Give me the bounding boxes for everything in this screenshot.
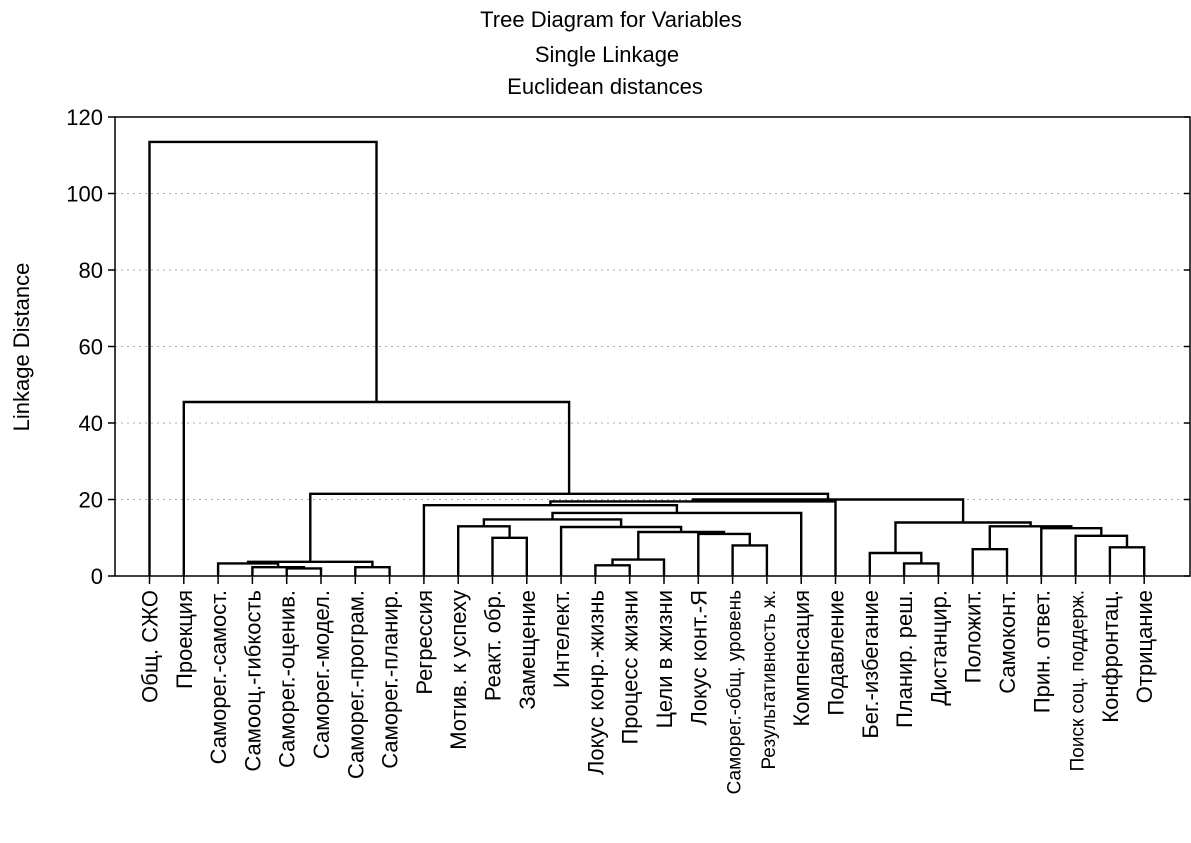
branch-link [354,566,391,576]
x-leaf-label: Замещение [515,590,540,710]
chart-title: Tree Diagram for Variables [480,7,742,32]
x-leaf-label: Саморег.-оценив. [275,590,300,768]
x-leaf-label: Планир. реш. [892,590,917,728]
y-tick-label: 60 [79,335,103,360]
x-leaf-label: Самооц.-гибкость [240,590,265,772]
x-axis-labels: Общ. СЖО Проекция Саморег.-самост. Самооц.-… [138,576,1157,794]
x-leaf-label: Общ. СЖО [138,590,163,703]
x-leaf-label: Интелект. [549,590,574,688]
x-leaf-label: Самоконт. [995,590,1020,694]
branch-link [691,498,965,523]
branch-link [1074,534,1129,576]
x-leaf-label: Бег.-избегание [858,590,883,739]
x-leaf-label: Прин. ответ. [1029,590,1054,713]
y-tick-label: 120 [66,105,103,130]
dendrogram-branches [148,140,1146,576]
branch-link [988,525,1073,550]
x-leaf-label: Регрессия [412,590,437,695]
x-leaf-label: Саморег.-програм. [343,590,368,779]
branch-link [457,525,511,576]
branch-link [637,530,726,560]
x-leaf-label: Конфронтац. [1098,590,1123,723]
x-leaf-label: Реакт. обр. [481,590,506,701]
chart-subtitle-linkage: Single Linkage [535,42,679,67]
x-leaf-label: Саморег.-общ. уровень [725,590,746,794]
gridlines [115,193,1190,500]
x-leaf-label: Подавление [824,590,849,716]
branch-link [285,567,323,576]
x-leaf-label: Отрицание [1132,590,1157,703]
x-leaf-label: Процесс жизни [618,590,643,745]
chart-subtitle-distance: Euclidean distances [507,74,703,99]
y-tick-label: 100 [66,182,103,207]
y-tick-label: 0 [91,564,103,589]
branch-link [491,536,528,576]
branch-link [1108,546,1146,576]
branch-link [216,562,280,576]
branch-link [697,532,751,576]
x-leaf-label: Локус конр.-жизнь [583,590,608,775]
x-leaf-label: Результативность ж. [759,590,780,770]
branch-link [148,140,378,576]
y-tick-label: 20 [79,488,103,513]
x-leaf-label: Саморег.-самост. [206,590,231,764]
x-leaf-label: Дистанцир. [926,590,951,706]
x-leaf-label: Положит. [961,590,986,683]
branch-link [182,400,571,576]
y-tick-label: 80 [79,258,103,283]
branch-link [611,558,666,576]
branch-link [971,548,1009,576]
x-leaf-label: Мотив. к успеху [446,590,471,750]
x-leaf-label: Саморег.-модел. [309,590,334,759]
x-leaf-label: Компенсация [789,590,814,727]
x-leaf-label: Цели в жизни [652,590,677,728]
y-tick-label: 40 [79,411,103,436]
branch-link [731,544,769,576]
branch-link [594,564,631,576]
y-axis-label: Linkage Distance [9,263,34,432]
x-leaf-label: Саморег.-планир. [378,590,403,769]
x-leaf-label: Локус конт.-Я [686,590,711,726]
y-axis: 0 20 40 60 80 100 120 [66,105,1190,589]
x-leaf-label: Проекция [172,590,197,689]
x-leaf-label: Поиск соц. поддерж. [1068,590,1089,771]
branch-link [902,562,940,576]
